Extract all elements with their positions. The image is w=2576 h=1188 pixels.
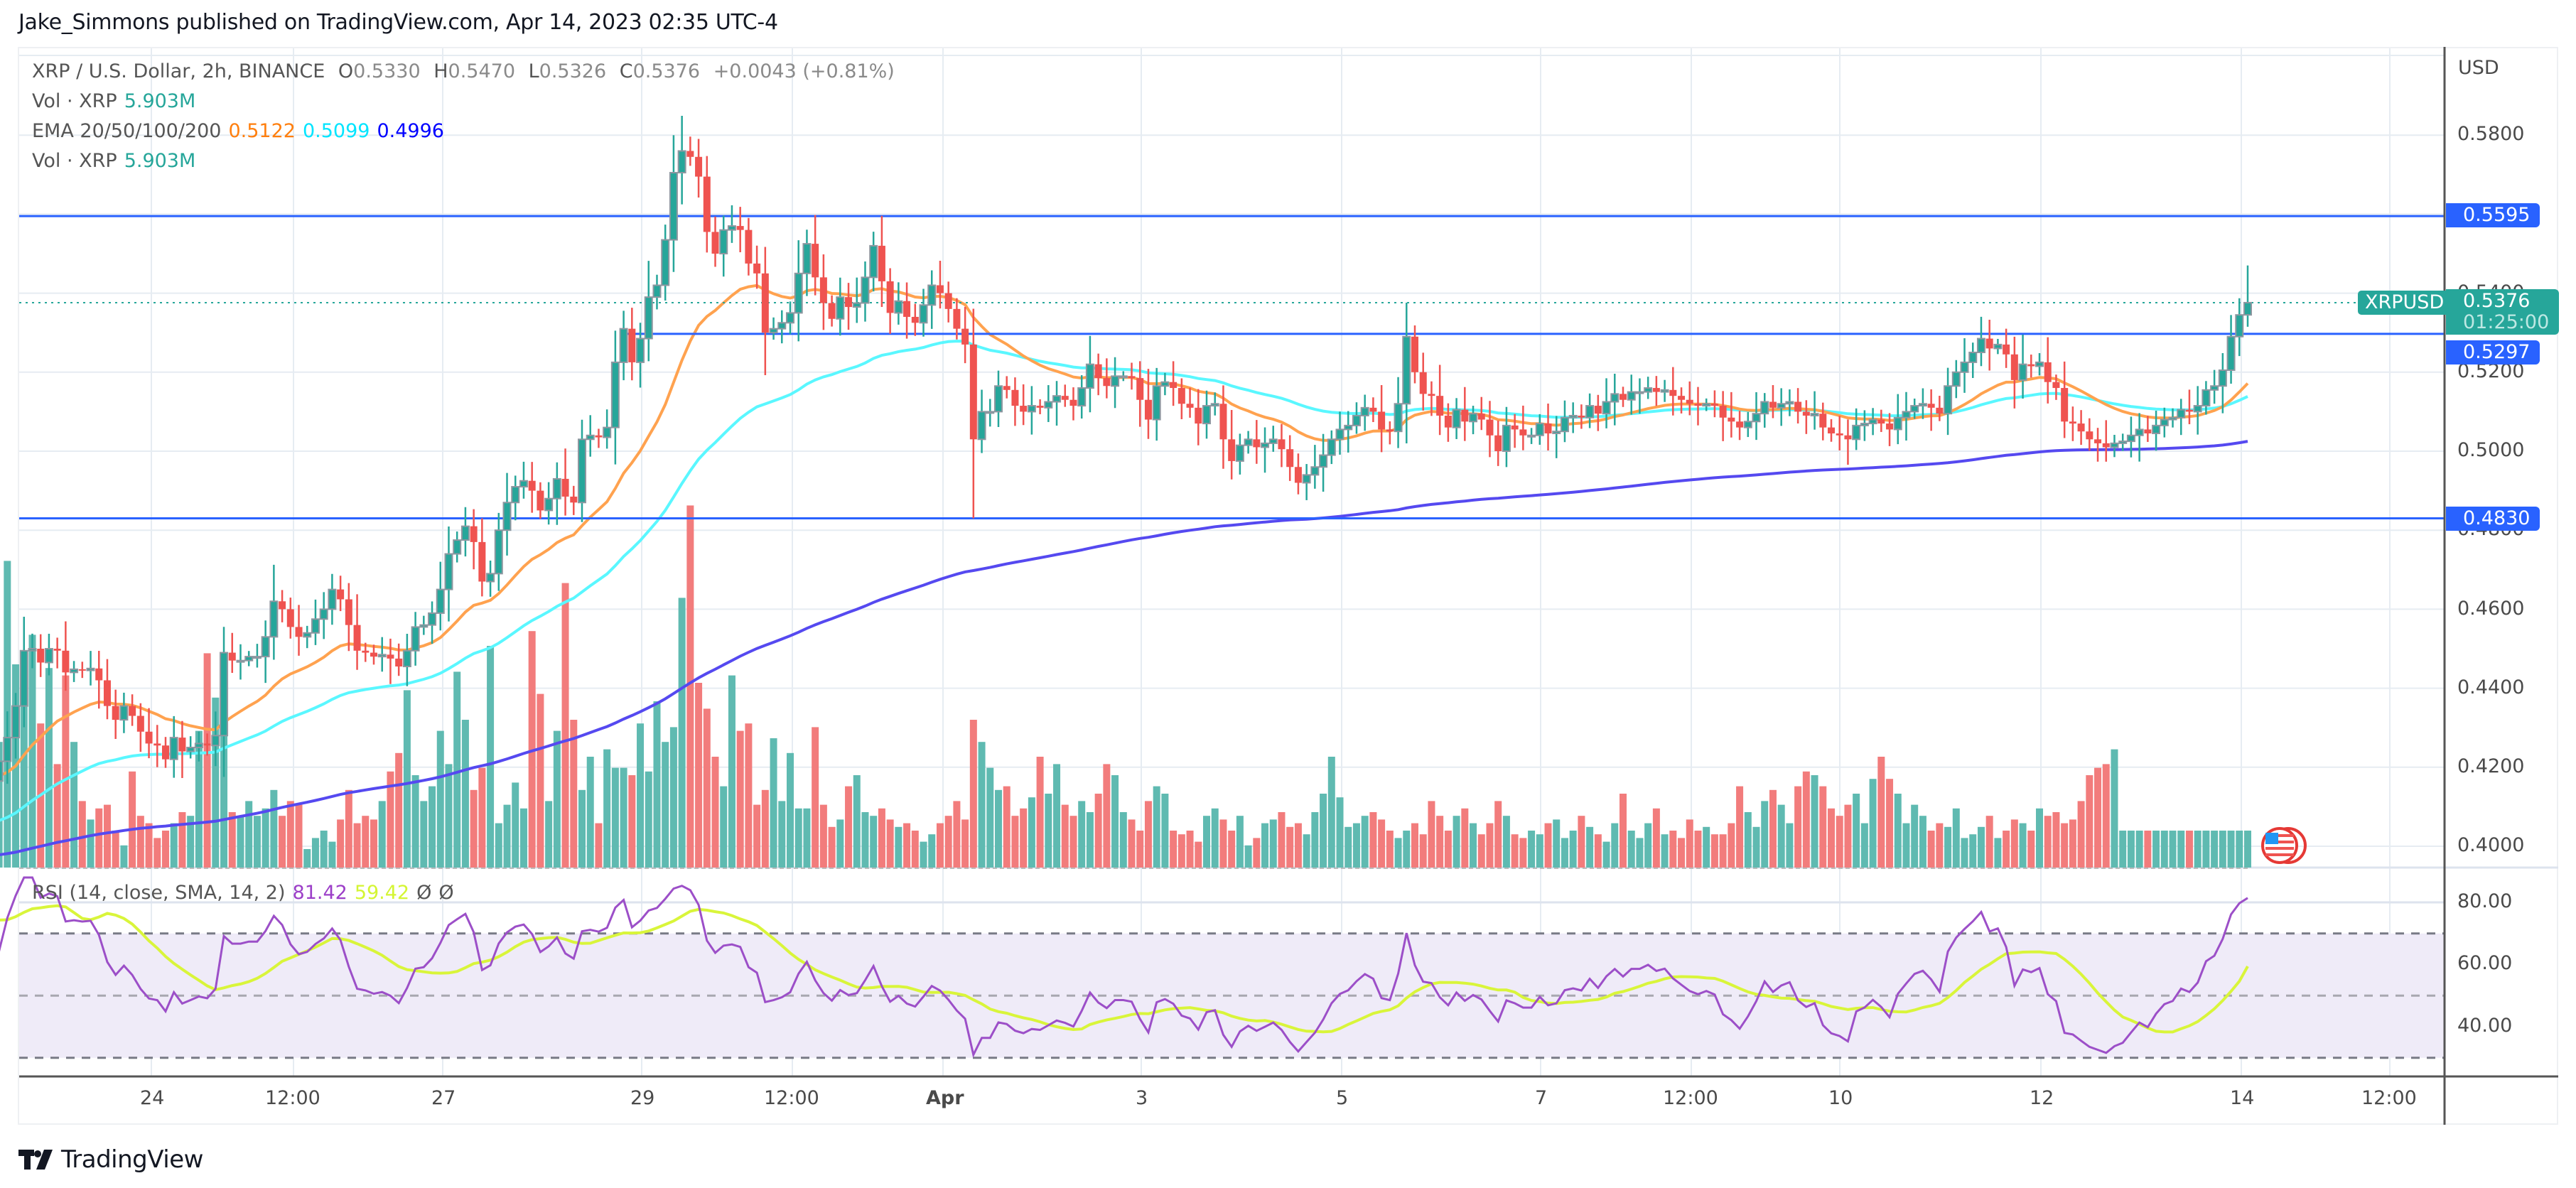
- price-tick: 0.4000: [2457, 834, 2525, 856]
- time-tick: Apr: [926, 1087, 964, 1109]
- ohlc-change: +0.0043 (+0.81%): [713, 60, 895, 82]
- time-tick: 3: [1136, 1087, 1148, 1109]
- na-value-2: Ø: [438, 882, 454, 904]
- candlesticks: [0, 115, 2252, 784]
- ema-legend[interactable]: EMA 20/50/100/200 0.5122 0.5099 0.4996: [32, 120, 444, 142]
- time-tick: 12:00: [1663, 1087, 1718, 1109]
- ema-lines: [0, 284, 2249, 856]
- us-flag-event-icon[interactable]: [2261, 827, 2307, 864]
- bar-countdown: 01:25:00: [2463, 311, 2550, 333]
- time-tick: 12:00: [764, 1087, 819, 1109]
- time-tick: 12:00: [2361, 1087, 2417, 1109]
- level-badge-lower-support[interactable]: 0.4830: [2446, 507, 2540, 531]
- rsi-band: [19, 932, 2445, 1059]
- time-tick: 12: [2030, 1087, 2054, 1109]
- ohlc-close: 0.5376: [632, 60, 701, 82]
- currency-label: USD: [2458, 57, 2499, 79]
- horizontal-levels[interactable]: [19, 215, 2445, 520]
- time-tick: 7: [1535, 1087, 1548, 1109]
- ema200-value: 0.4996: [377, 120, 444, 142]
- price-tick: 0.4200: [2457, 755, 2525, 777]
- time-tick: 29: [630, 1087, 655, 1109]
- price-tick: 0.5800: [2457, 123, 2525, 145]
- ema50-value: 0.5099: [302, 120, 370, 142]
- axis-lines: [19, 47, 2558, 1125]
- na-value-1: Ø: [416, 882, 432, 904]
- rsi-tick: 40.00: [2457, 1015, 2513, 1037]
- publish-attribution: Jake_Simmons published on TradingView.co…: [18, 10, 778, 35]
- volume-legend-2[interactable]: Vol · XRP 5.903M: [32, 150, 196, 172]
- volume-bars: [0, 505, 2251, 868]
- price-tick: 0.5000: [2457, 439, 2525, 461]
- time-tick: 5: [1336, 1087, 1349, 1109]
- last-price: 0.5376: [2463, 290, 2531, 312]
- ema20-value: 0.5122: [228, 120, 296, 142]
- tradingview-logo[interactable]: TradingView: [18, 1145, 203, 1174]
- grid-lines: [19, 48, 2558, 1076]
- rsi-tick: 80.00: [2457, 890, 2513, 912]
- ohlc-low: 0.5326: [539, 60, 607, 82]
- last-price-badge: 0.5376 01:25:00: [2446, 289, 2560, 335]
- price-tick: 0.4600: [2457, 598, 2525, 620]
- time-tick: 24: [140, 1087, 165, 1109]
- tradingview-logo-icon: [18, 1150, 53, 1170]
- level-badge-support[interactable]: 0.5297: [2446, 340, 2540, 364]
- chart-frame: [18, 47, 2558, 1125]
- volume-value: 5.903M: [124, 90, 196, 112]
- rsi-value: 81.42: [292, 882, 347, 904]
- rsi-tick: 60.00: [2457, 952, 2513, 974]
- ohlc-open: 0.5330: [353, 60, 421, 82]
- rsi-legend[interactable]: RSI (14, close, SMA, 14, 2) 81.42 59.42 Ø Ø: [32, 882, 454, 904]
- time-tick: 12:00: [265, 1087, 320, 1109]
- rsi-lines: [0, 876, 2249, 1058]
- symbol-name: XRP / U.S. Dollar, 2h, BINANCE: [32, 60, 325, 82]
- time-tick: 14: [2230, 1087, 2255, 1109]
- symbol-tag: XRPUSD: [2358, 291, 2452, 315]
- volume-value-2: 5.903M: [124, 150, 196, 172]
- brand-wordmark: TradingView: [61, 1145, 203, 1174]
- ohlc-high: 0.5470: [448, 60, 516, 82]
- level-badge-resistance[interactable]: 0.5595: [2446, 203, 2540, 227]
- price-tick: 0.4400: [2457, 676, 2525, 698]
- time-tick: 27: [431, 1087, 456, 1109]
- time-tick: 10: [1828, 1087, 1853, 1109]
- volume-legend[interactable]: Vol · XRP 5.903M: [32, 90, 196, 112]
- rsi-sma-value: 59.42: [354, 882, 410, 904]
- symbol-legend[interactable]: XRP / U.S. Dollar, 2h, BINANCE O0.5330 H…: [32, 60, 895, 82]
